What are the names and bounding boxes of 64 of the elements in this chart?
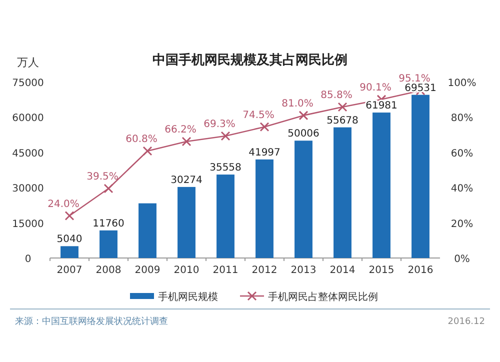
legend-label: 手机网民规模 [158, 291, 218, 303]
data-label: 39.5% [86, 171, 118, 182]
x-tick-label: 2016 [408, 265, 434, 276]
y2-tick-label: 80% [450, 113, 474, 124]
data-label: 60.8% [126, 134, 158, 145]
data-label: 41997 [248, 147, 280, 158]
data-label: 50006 [288, 128, 320, 140]
data-label: 11760 [92, 218, 124, 230]
data-label: 69.3% [204, 119, 236, 130]
y2-tick-label: 20% [450, 218, 474, 230]
data-label: 95.1% [398, 74, 430, 85]
data-label: 81.0% [282, 98, 314, 110]
x-tick-label: 2008 [96, 265, 122, 276]
data-label: 74.5% [242, 110, 274, 121]
data-label: 5040 [56, 234, 82, 246]
y-tick-label: 45000 [12, 148, 44, 160]
data-label: 55678 [326, 115, 358, 126]
data-label: 30274 [170, 174, 202, 186]
chart-title: 中国手机网民规模及其占网民比例 [152, 52, 348, 68]
point [182, 136, 192, 146]
data-label: 90.1% [360, 82, 392, 94]
y-axis-title: 万人 [17, 56, 39, 69]
y2-tick-label: 0% [454, 254, 470, 265]
point [220, 131, 230, 141]
x-tick-label: 2007 [56, 265, 82, 276]
bar [138, 203, 156, 258]
bar [334, 127, 352, 258]
x-tick-label: 2013 [290, 265, 316, 276]
bar [100, 230, 118, 258]
y2-tick-label: 40% [450, 184, 474, 195]
point [298, 110, 308, 120]
y-tick-label: 30000 [12, 184, 44, 195]
bar [178, 186, 196, 258]
x-tick-label: 2010 [174, 265, 200, 276]
bar [60, 246, 78, 258]
y2-tick-label: 60% [450, 148, 474, 160]
point [104, 184, 114, 194]
x-tick-label: 2012 [252, 265, 278, 276]
y-tick-label: 60000 [12, 113, 44, 124]
data-label: 66.2% [164, 124, 196, 136]
legend-label: 手机网民占整体网民比例 [268, 291, 378, 303]
source-note: 来源：中国互联网络发展状况统计调查 [15, 316, 168, 327]
y-tick-label: 0 [24, 254, 32, 265]
y-tick-label: 75000 [12, 78, 44, 89]
bar [256, 159, 274, 258]
bar [412, 94, 430, 258]
point [64, 211, 74, 221]
y2-tick-label: 100% [448, 78, 476, 89]
bar [372, 112, 390, 258]
data-label: 61981 [366, 100, 398, 112]
point [142, 146, 152, 156]
x-tick-label: 2009 [134, 265, 160, 276]
data-label: 24.0% [48, 198, 80, 210]
data-label: 85.8% [320, 90, 352, 101]
point [338, 102, 348, 112]
data-label: 35558 [210, 162, 242, 174]
bar [216, 174, 234, 258]
x-tick-label: 2011 [212, 265, 238, 276]
x-tick-label: 2015 [368, 265, 394, 276]
point [260, 122, 270, 132]
bar [294, 140, 312, 258]
y-tick-label: 15000 [12, 218, 44, 230]
x-tick-label: 2014 [330, 265, 356, 276]
text: 2016.12 [448, 317, 485, 327]
